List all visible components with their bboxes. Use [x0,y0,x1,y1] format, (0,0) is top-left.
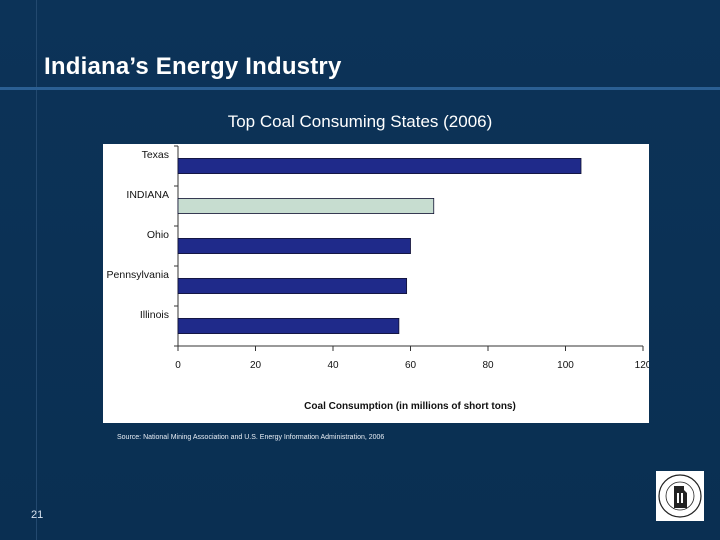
category-labels: Texas INDIANA Ohio Pennsylvania Illinois [107,149,170,321]
chart-panel: Texas INDIANA Ohio Pennsylvania Illinois 0 20… [103,144,649,423]
category-label: Ohio [147,229,169,241]
bars [177,157,582,334]
x-tick-label: 80 [482,360,494,371]
page-number: 21 [31,509,44,521]
slide-title: Indiana’s Energy Industry [44,53,342,80]
category-label: Illinois [140,309,169,321]
x-tick-label: 0 [175,360,181,371]
x-tick-label: 20 [250,360,262,371]
title-underline [0,87,720,90]
tick-labels: 0 20 40 60 80 100 120 [175,360,649,371]
x-tick-label: 120 [635,360,649,371]
category-label: INDIANA [126,189,169,201]
indiana-state-seal-icon [656,471,704,521]
bar-illinois [177,317,400,334]
bar-chart: Texas INDIANA Ohio Pennsylvania Illinois 0 20… [107,145,649,412]
source-note: Source: National Mining Association and … [117,434,385,441]
bar-ohio [177,238,411,255]
axes [174,145,644,351]
bar-texas [177,157,582,174]
category-label: Pennsylvania [107,269,170,281]
category-label: Texas [142,149,169,161]
bar-pennsylvania [177,277,408,294]
chart-title: Top Coal Consuming States (2006) [227,112,493,131]
bar-indiana [177,198,435,215]
x-tick-label: 60 [405,360,417,371]
vertical-rule [36,0,37,540]
x-tick-label: 100 [557,360,574,371]
x-axis-label: Coal Consumption (in millions of short t… [304,401,516,412]
x-tick-label: 40 [327,360,339,371]
